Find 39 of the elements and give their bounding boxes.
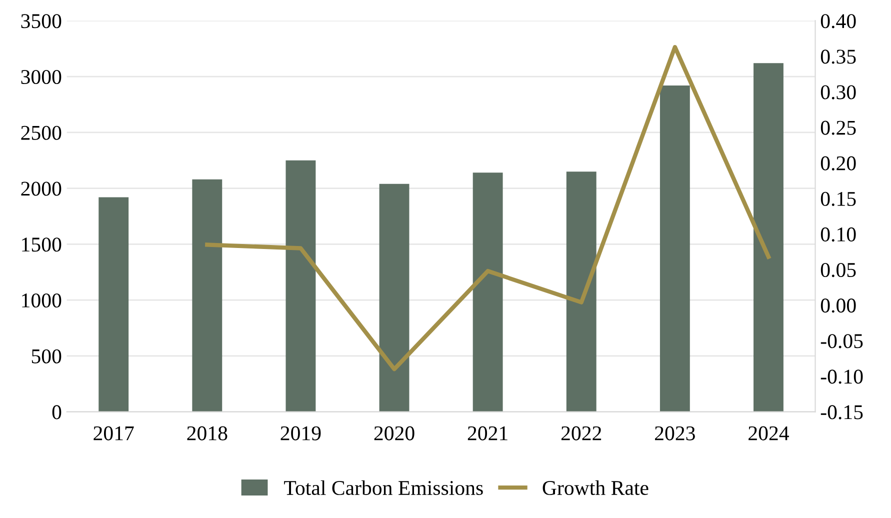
y2-tick-label: 0.15 [820,192,856,206]
y2-tick-label: -0.15 [820,405,863,420]
x-tick-label: 2021 [468,426,508,440]
bar [472,172,503,412]
x-tick-label: 2024 [748,426,789,440]
legend-label: Total Carbon Emissions [284,480,483,496]
y2-tick-label: 0.10 [820,227,856,242]
y2-tick-label: 0.25 [820,120,856,135]
x-tick-label: 2019 [280,426,321,440]
bar [754,63,784,412]
x-tick-label: 2017 [94,426,134,440]
y2-tick-label: 0.20 [820,156,856,170]
y-tick-label: 3500 [21,14,62,28]
y-tick-label: 3000 [21,70,62,84]
legend-label: Growth Rate [542,480,648,496]
y2-tick-label: 0.05 [820,262,856,278]
bar [379,184,410,412]
y2-tick-label: -0.10 [820,370,863,384]
bar [98,197,129,412]
x-tick-label: 2020 [374,426,414,440]
x-tick-label: 2018 [187,426,228,440]
bar [192,179,222,412]
y-tick-label: 500 [32,349,62,364]
y2-tick-label: 0.40 [820,14,856,28]
y-tick-label: 2000 [21,182,62,196]
y-tick-label: 1000 [22,293,62,308]
bar [286,160,316,412]
x-tick-label: 2022 [561,426,602,440]
y-tick-label: 0 [52,405,62,420]
x-tick-label: 2023 [655,426,695,440]
bar [660,86,690,412]
y2-tick-label: 0.00 [820,298,856,313]
y2-tick-label: -0.05 [820,334,863,348]
bar [566,172,596,412]
y2-tick-label: 0.30 [820,85,856,100]
y2-tick-label: 0.35 [820,50,856,64]
line-series [205,44,771,372]
y-tick-label: 2500 [21,126,62,140]
y-tick-label: 1500 [22,238,62,252]
